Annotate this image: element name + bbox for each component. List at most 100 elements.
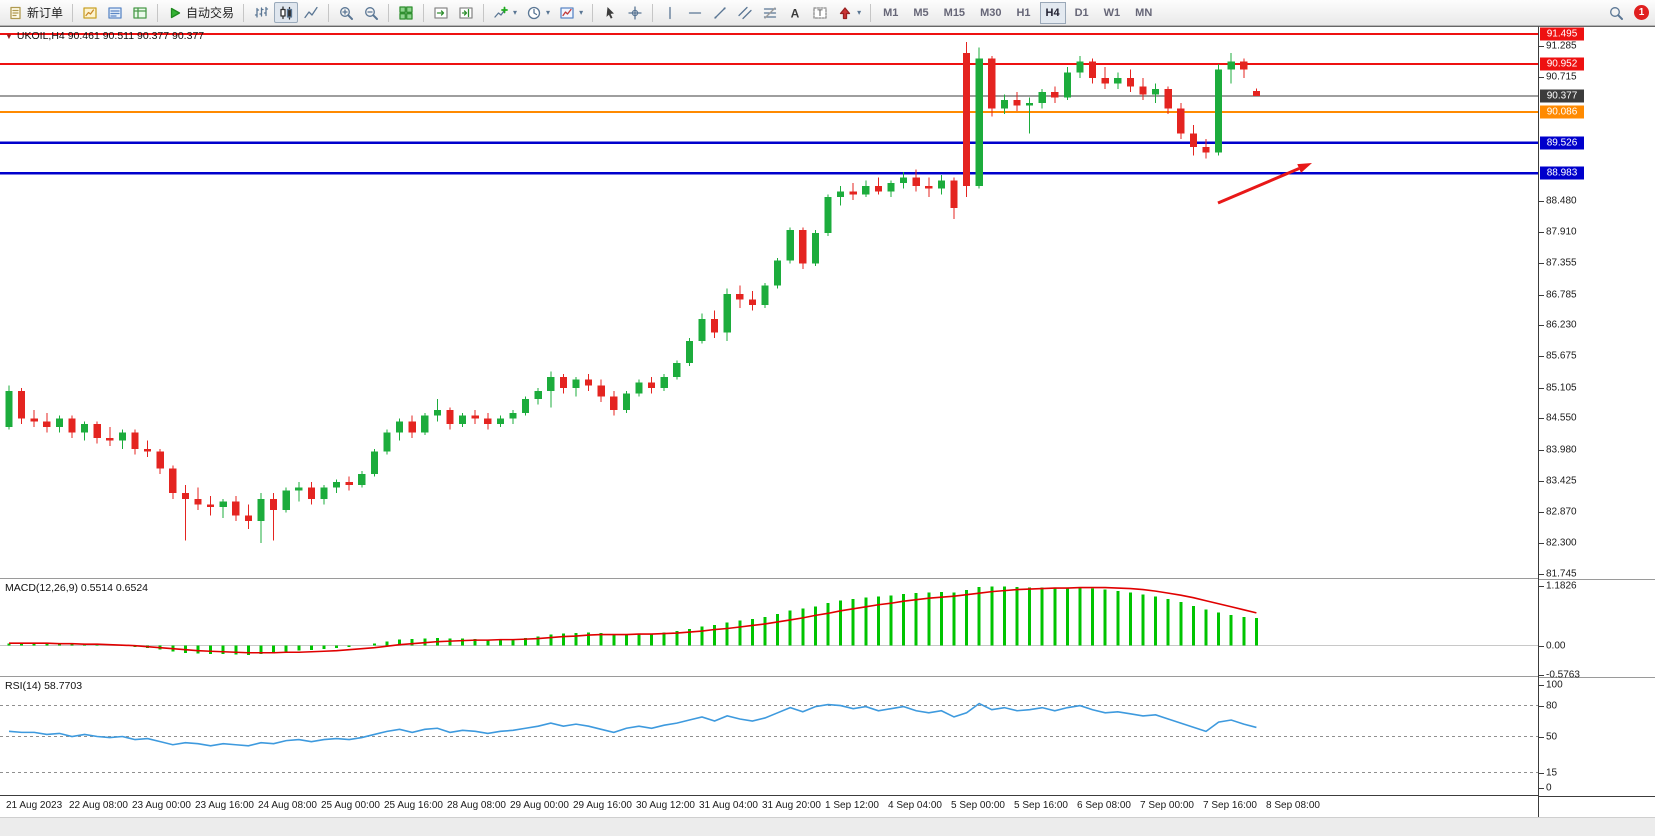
time-axis[interactable]: 21 Aug 2023 22 Aug 08:00 23 Aug 00:00 23 Au…: [0, 795, 1538, 817]
toolbar-divider: [423, 3, 425, 22]
crosshair-button[interactable]: [623, 2, 647, 23]
timeframe-M30-button[interactable]: M30: [980, 6, 1002, 19]
price-scale-tick: [1539, 480, 1544, 482]
candle: [421, 412, 429, 436]
indicators-list-button[interactable]: ▾: [489, 2, 521, 23]
candle: [1063, 66, 1071, 101]
price-scale-label: 84.550: [1546, 412, 1577, 424]
rsi-chart: [0, 702, 1538, 774]
text-button[interactable]: A: [783, 2, 807, 23]
toolbar-divider: [328, 3, 330, 22]
candle: [370, 448, 378, 477]
hline-icon: [688, 11, 702, 14]
templates-button[interactable]: ▾: [555, 2, 587, 23]
periods-button[interactable]: ▾: [522, 2, 554, 23]
candle: [635, 379, 643, 397]
channel-icon: [738, 6, 752, 19]
time-axis-label: 22 Aug 08:00: [69, 800, 128, 811]
candle: [383, 429, 391, 455]
line-chart-mode-button[interactable]: [299, 2, 323, 23]
chart-shift-icon: [459, 6, 473, 19]
trendline-button[interactable]: [708, 2, 732, 23]
bars-icon: [254, 6, 269, 18]
candle: [1227, 53, 1235, 84]
timeframe-M5-button[interactable]: M5: [913, 6, 929, 19]
panel-separator[interactable]: [1539, 579, 1655, 580]
search-button[interactable]: [1604, 2, 1628, 23]
time-axis-label: 30 Aug 12:00: [636, 800, 695, 811]
price-scale-label: 87.910: [1546, 226, 1577, 238]
channel-button[interactable]: [733, 2, 757, 23]
notification-badge[interactable]: 1: [1634, 5, 1649, 20]
toolbar-divider: [72, 3, 74, 22]
candle: [81, 421, 89, 441]
candle: [597, 379, 605, 402]
candle: [685, 338, 693, 366]
zoom-in-button[interactable]: [334, 2, 358, 23]
price-scale-label: 91.285: [1546, 40, 1577, 52]
panel-separator[interactable]: [1539, 677, 1655, 678]
timeframe-D1-button[interactable]: D1: [1074, 6, 1089, 19]
candle: [131, 429, 139, 455]
macd-panel: MACD(12,26,9) 0.5514 0.6524: [0, 578, 1538, 676]
arrow-objects-button[interactable]: ▾: [833, 2, 865, 23]
market-watch-button[interactable]: [78, 2, 102, 23]
navigator-button[interactable]: [128, 2, 152, 23]
candle: [748, 291, 756, 311]
candle: [18, 388, 26, 425]
timeframe-H4-button[interactable]: H4: [1039, 1, 1066, 24]
time-axis-label: 23 Aug 00:00: [132, 800, 191, 811]
auto-scroll-button[interactable]: [429, 2, 453, 23]
candle: [358, 471, 366, 488]
candle: [509, 410, 517, 425]
zoom-out-button[interactable]: [359, 2, 383, 23]
candle: [1051, 86, 1059, 103]
cursor-button[interactable]: [598, 2, 622, 23]
text-label-button[interactable]: T: [808, 2, 832, 23]
candle: [723, 288, 731, 341]
candle: [408, 415, 416, 438]
time-axis-label: 25 Aug 16:00: [384, 800, 443, 811]
timeframe-M1-button[interactable]: M1: [883, 6, 899, 19]
letterA-icon: A: [791, 6, 800, 20]
rsi-scale-label: 100: [1546, 679, 1563, 691]
candle: [585, 374, 593, 391]
zoom-out-icon: [365, 6, 379, 20]
new-order-button[interactable]: 新订单: [4, 2, 67, 23]
timeframe-H1-button[interactable]: H1: [1016, 6, 1031, 19]
vertical-line-button[interactable]: [658, 2, 682, 23]
timeframe-W1-button[interactable]: W1: [1103, 6, 1121, 19]
bar-chart-mode-button[interactable]: [249, 2, 273, 23]
chart-shift-button[interactable]: [454, 2, 478, 23]
candle: [257, 493, 265, 544]
horizontal-line-button[interactable]: [683, 2, 707, 23]
candle: [1240, 58, 1248, 78]
macd-scale-tick: [1539, 585, 1544, 587]
price-scale-label: 83.980: [1546, 444, 1577, 456]
rsi-scale-tick: [1539, 685, 1544, 686]
candle: [1252, 88, 1260, 96]
fibonacci-button[interactable]: [758, 2, 782, 23]
candle: [433, 399, 441, 422]
time-axis-label: 7 Sep 16:00: [1203, 800, 1257, 811]
macd-scale-label: -0.5763: [1546, 669, 1580, 681]
new-order-label: 新订单: [27, 6, 64, 20]
rsi-scale-tick: [1539, 705, 1544, 707]
auto-trading-button[interactable]: 自动交易: [163, 2, 238, 23]
arrow-annotation[interactable]: [1217, 163, 1312, 205]
candle: [912, 169, 920, 192]
window-bottom-edge: [0, 817, 1655, 836]
price-scale[interactable]: 91.285 90.715 88.480 87.910 87.355 86.785 86.2…: [1538, 26, 1655, 817]
tile-windows-button[interactable]: [394, 2, 418, 23]
time-axis-label: 31 Aug 20:00: [762, 800, 821, 811]
data-window-button[interactable]: [103, 2, 127, 23]
candle: [244, 504, 252, 530]
timeframe-M15-button[interactable]: M15: [943, 6, 966, 19]
price-line-label: 91.495: [1540, 27, 1584, 41]
candle: [988, 55, 996, 117]
candlestick-mode-button[interactable]: [274, 2, 299, 23]
dropdown-caret-icon: ▾: [546, 8, 551, 17]
macd-scale-tick: [1539, 674, 1544, 676]
timeframe-MN-button[interactable]: MN: [1135, 6, 1153, 19]
candle: [547, 371, 555, 408]
